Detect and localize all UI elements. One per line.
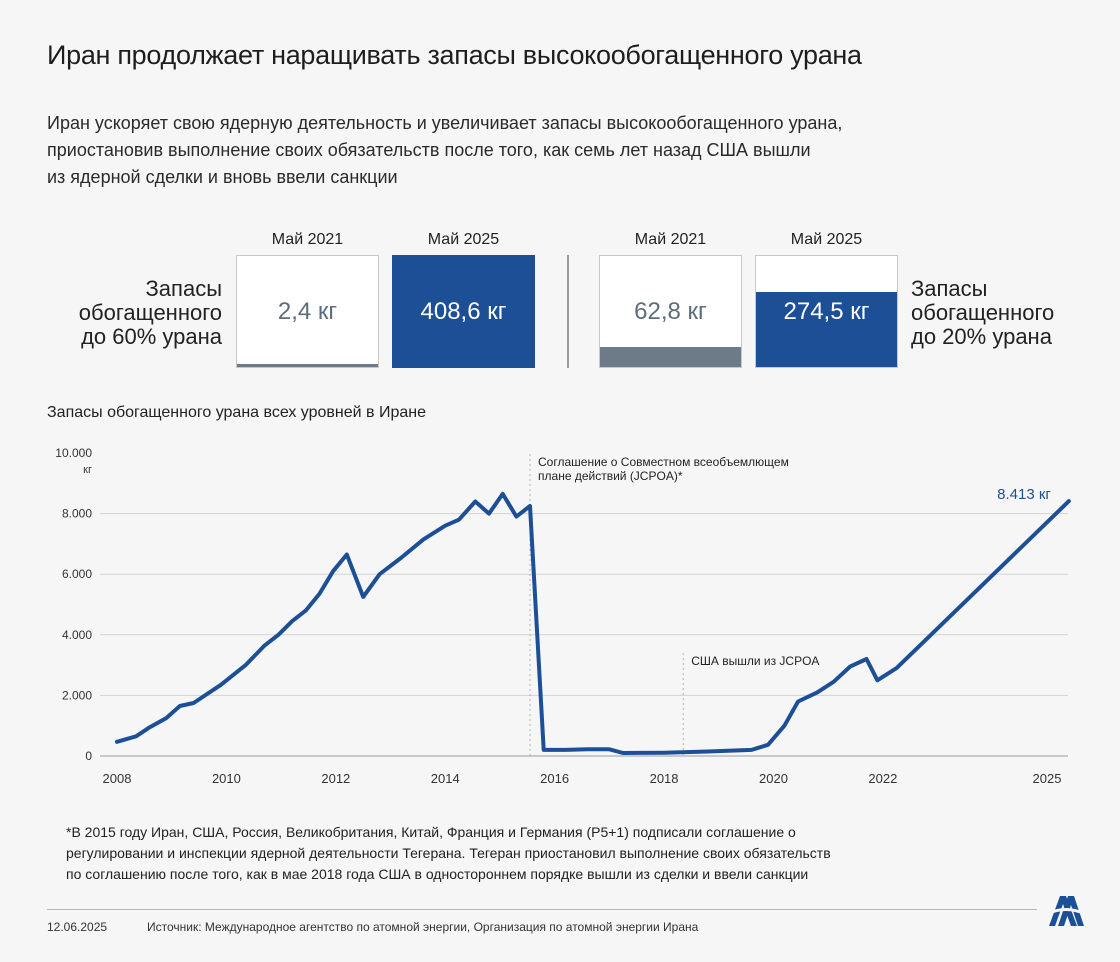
y-tick-label: 8.000 (62, 507, 92, 521)
label-line: обогащенного (78, 300, 222, 325)
x-tick-label: 2016 (540, 771, 569, 786)
publish-date: 12.06.2025 (47, 920, 108, 934)
x-tick-label: 2020 (759, 771, 788, 786)
stat-head-60-2021: Май 2021 (271, 231, 344, 248)
stat-value: 2,4 кг (277, 298, 338, 325)
subtitle-line: из ядерной сделки и вновь ввели санкции (47, 167, 398, 187)
stat-head-20-2025: Май 2025 (790, 231, 863, 248)
stat-value: 62,8 кг (634, 298, 707, 325)
page-subtitle: Иран ускоряет свою ядерную деятельность … (47, 110, 947, 191)
y-unit-label: кг (83, 464, 92, 476)
stat-head-60-2025: Май 2025 (427, 231, 500, 248)
page-title: Иран продолжает наращивать запасы высоко… (47, 40, 862, 70)
subtitle-line: Иран ускоряет свою ядерную деятельность … (47, 113, 843, 133)
stats-divider (567, 255, 569, 368)
anadolu-agency-logo-icon (1048, 896, 1084, 926)
footnote: *В 2015 году Иран, США, Россия, Великобр… (66, 822, 831, 885)
series-line (115, 491, 1071, 755)
source-text: Источник: Международное агентство по ато… (147, 920, 699, 934)
annotation-text: Соглашение о Совместном всеобъемлющем (538, 455, 789, 469)
stat-value: 274,5 кг (783, 298, 870, 325)
x-tick-label: 2025 (1033, 771, 1062, 786)
y-tick-label: 6.000 (62, 567, 92, 581)
stat-fill (237, 363, 378, 367)
end-value-label: 8.413 кг (997, 486, 1051, 503)
label-line: обогащенного (911, 300, 1055, 325)
y-tick-label: 2.000 (62, 688, 92, 702)
stat-value: 408,6 кг (420, 298, 507, 325)
label-line: до 20% урана (911, 324, 1052, 349)
stock-line-chart: 0 2.000 4.000 6.000 8.000 10.000 кг 2008 2010 201… (55, 446, 1071, 786)
stat-fill (600, 347, 741, 367)
footnote-line: *В 2015 году Иран, США, Россия, Великобр… (66, 824, 796, 840)
label-line: до 60% урана (81, 324, 222, 349)
footer-divider (47, 909, 1037, 910)
subtitle-line: приостановив выполнение своих обязательс… (47, 140, 811, 160)
x-tick-label: 2012 (321, 771, 350, 786)
x-tick-label: 2008 (103, 771, 132, 786)
x-tick-label: 2010 (212, 771, 241, 786)
stat-box-60-2021: 2,4 кг (236, 255, 379, 368)
y-tick-label: 0 (85, 749, 92, 763)
x-tick-label: 2018 (650, 771, 679, 786)
stat-box-20-2025: 274,5 кг (755, 255, 898, 368)
x-tick-label: 2014 (431, 771, 460, 786)
y-tick-label: 10.000 (55, 446, 92, 460)
stat-box-20-2021: 62,8 кг (599, 255, 742, 368)
stat-box-60-2025: 408,6 кг (392, 255, 535, 368)
stat-fill (756, 291, 897, 367)
annotation-text: США вышли из JCPOA (691, 654, 819, 668)
chart-title: Запасы обогащенного урана всех уровней в… (47, 404, 427, 421)
stat-head-20-2021: Май 2021 (634, 231, 707, 248)
stock-20-label: Запасы обогащенного до 20% урана (911, 277, 1054, 349)
y-tick-label: 4.000 (62, 628, 92, 642)
label-line: Запасы (911, 276, 988, 301)
label-line: Запасы (145, 276, 222, 301)
stock-60-label: Запасы обогащенного до 60% урана (79, 277, 222, 349)
x-tick-label: 2022 (868, 771, 897, 786)
annotation-text: плане действий (JCPOA)* (538, 469, 683, 483)
stat-fill (393, 256, 534, 367)
footnote-line: по соглашению после того, как в мае 2018… (66, 866, 809, 882)
footnote-line: регулировании и инспекции ядерной деятел… (66, 845, 831, 861)
